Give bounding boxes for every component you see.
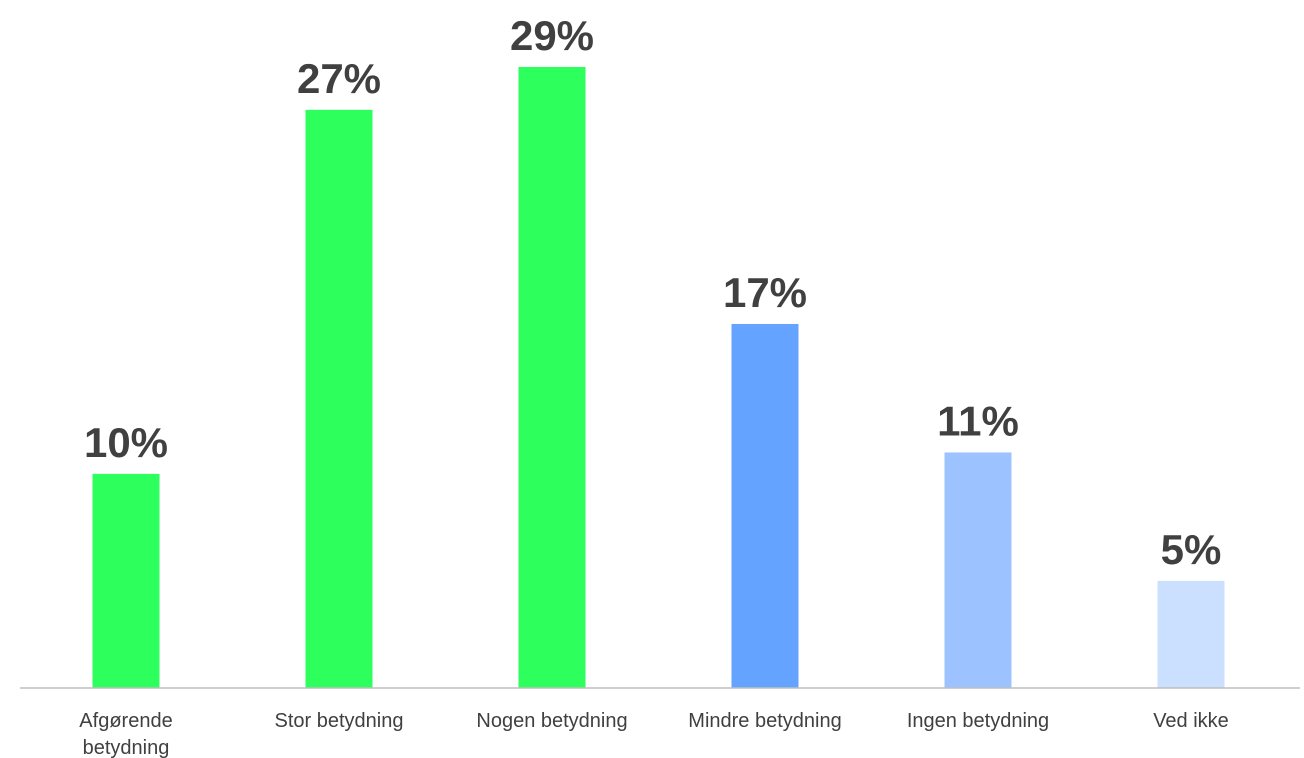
bar-0 [92,473,160,688]
value-label-1: 27% [297,55,381,102]
bar-4 [944,452,1012,688]
bar-3 [731,323,799,688]
category-label-0: Afgørende betydning [79,710,172,758]
category-label-1: Stor betydning [275,710,404,732]
category-label-5-line-0: Ved ikke [1153,710,1229,732]
category-label-5: Ved ikke [1153,710,1229,732]
category-label-0-line-0: Afgørende [79,710,172,732]
value-label-5: 5% [1161,526,1222,573]
category-label-3: Mindre betydning [688,710,841,732]
category-label-3-line-0: Mindre betydning [688,710,841,732]
bar-1 [305,109,373,689]
value-labels-group: 10% 27% 29% 17% 11% 5% [84,12,1221,573]
bar-2 [518,67,586,688]
category-label-4-line-0: Ingen betydning [907,710,1049,732]
value-label-3: 17% [723,269,807,316]
value-label-4: 11% [937,397,1019,444]
category-label-1-line-0: Stor betydning [275,710,404,732]
value-label-0: 10% [84,419,168,466]
bar-5 [1157,580,1225,688]
category-label-4: Ingen betydning [907,710,1049,732]
category-label-0-line-1: betydning [83,737,170,758]
bars-group [92,67,1225,689]
value-label-2: 29% [510,12,594,59]
category-label-2: Nogen betydning [476,710,627,732]
category-labels-group: Afgørende betydning Stor betydning Nogen be… [79,710,1229,758]
category-label-2-line-0: Nogen betydning [476,710,627,732]
